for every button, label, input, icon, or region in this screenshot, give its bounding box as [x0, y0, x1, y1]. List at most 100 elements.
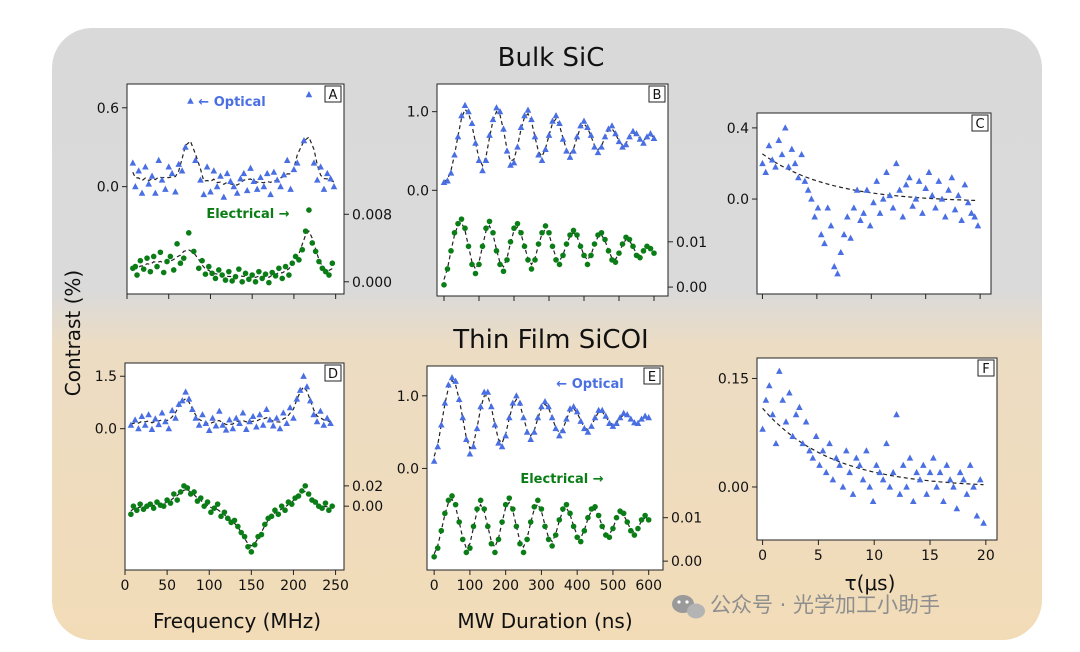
data-point-optical: [580, 117, 588, 124]
data-point-optical: [925, 168, 933, 175]
data-point-optical: [273, 414, 280, 421]
x-label-mw-duration: MW Duration (ns): [457, 609, 632, 633]
data-point-electrical: [462, 225, 468, 232]
data-point-optical: [283, 156, 291, 163]
data-point-optical: [853, 186, 861, 193]
data-point-optical: [267, 190, 274, 198]
data-point-optical: [788, 145, 796, 152]
data-point-optical: [155, 156, 163, 163]
data-point-electrical: [128, 511, 134, 518]
data-point-electrical: [577, 243, 584, 250]
data-point-optical: [441, 399, 449, 406]
data-point-optical: [581, 424, 588, 432]
data-point-optical: [795, 174, 802, 181]
data-point-optical: [283, 419, 291, 427]
data-point-optical: [263, 169, 271, 177]
data-point-optical: [545, 403, 552, 410]
data-point-electrical: [444, 266, 451, 272]
data-point-optical: [280, 171, 288, 178]
data-point-optical: [327, 175, 334, 182]
data-point-optical: [608, 122, 616, 129]
data-point-optical: [641, 412, 649, 419]
data-point-optical: [223, 169, 231, 177]
data-point-optical: [796, 403, 803, 411]
data-point-electrical: [542, 223, 549, 229]
data-point-optical: [792, 411, 800, 418]
fit-line-optical: [762, 407, 984, 486]
data-point-optical: [132, 183, 139, 190]
data-point-optical: [906, 174, 913, 181]
data-point-electrical: [472, 270, 479, 277]
data-point-optical: [626, 133, 633, 140]
data-point-optical: [615, 137, 623, 145]
data-point-electrical: [160, 503, 167, 509]
data-point-optical: [840, 231, 848, 238]
data-point-electrical: [201, 503, 207, 509]
data-point-optical: [152, 189, 159, 196]
data-point-optical: [305, 91, 313, 98]
data-point-electrical: [624, 519, 631, 525]
data-point-optical: [928, 191, 936, 199]
data-point-electrical: [484, 523, 491, 530]
data-point-optical: [293, 159, 301, 166]
data-point-optical: [634, 419, 642, 427]
data-point-optical: [538, 403, 545, 410]
data-point-electrical: [236, 266, 242, 272]
data-point-electrical: [630, 243, 636, 250]
data-point-optical: [915, 177, 923, 184]
data-point-optical: [873, 177, 881, 184]
data-point-optical: [950, 483, 957, 490]
data-point-optical: [438, 421, 445, 428]
data-point-optical: [779, 396, 786, 403]
data-point-optical: [192, 414, 200, 421]
data-point-optical: [629, 127, 637, 134]
data-point-optical: [459, 413, 467, 421]
data-point-optical: [602, 412, 610, 419]
data-point-electrical: [198, 495, 204, 501]
data-point-optical: [896, 490, 904, 497]
data-point-optical: [138, 189, 146, 196]
data-point-optical: [759, 425, 766, 432]
data-point-optical: [886, 483, 894, 490]
data-point-optical: [570, 147, 577, 154]
data-point-optical: [958, 216, 965, 223]
data-point-optical: [531, 133, 539, 140]
data-point-optical: [587, 131, 595, 138]
data-point-optical: [839, 483, 847, 490]
data-point-optical: [129, 159, 137, 166]
data-point-optical: [155, 420, 162, 428]
data-point-electrical: [442, 510, 448, 517]
data-point-optical: [552, 111, 560, 119]
data-point-optical: [616, 413, 624, 421]
data-point-optical: [313, 176, 321, 183]
data-point-optical: [804, 186, 812, 193]
data-point-optical: [542, 145, 549, 153]
data-point-optical: [563, 415, 570, 422]
data-point-electrical: [302, 228, 309, 234]
data-point-optical: [883, 168, 890, 175]
data-point-optical: [259, 421, 267, 428]
data-point-electrical: [299, 488, 305, 494]
data-point-optical: [242, 425, 250, 432]
data-point-electrical: [451, 229, 458, 236]
data-point-electrical: [616, 250, 622, 256]
data-point-electrical: [483, 225, 489, 232]
data-point-optical: [776, 367, 783, 374]
data-point-optical: [961, 181, 969, 188]
data-point-optical: [762, 168, 770, 175]
data-point-electrical: [295, 493, 302, 499]
data-point-optical: [953, 505, 961, 512]
data-point-optical: [876, 468, 884, 476]
data-point-optical: [606, 419, 613, 427]
data-point-electrical: [605, 248, 612, 254]
data-point-electrical: [258, 531, 265, 538]
data-point-optical: [844, 213, 851, 220]
panel-letter: A: [329, 88, 338, 103]
panel-letter-box: [324, 364, 342, 382]
data-point-optical: [178, 397, 186, 404]
data-point-electrical: [262, 521, 268, 528]
data-point-electrical: [157, 249, 164, 256]
data-point-optical: [517, 123, 525, 130]
data-point-electrical: [184, 485, 191, 491]
data-point-optical: [973, 512, 981, 519]
